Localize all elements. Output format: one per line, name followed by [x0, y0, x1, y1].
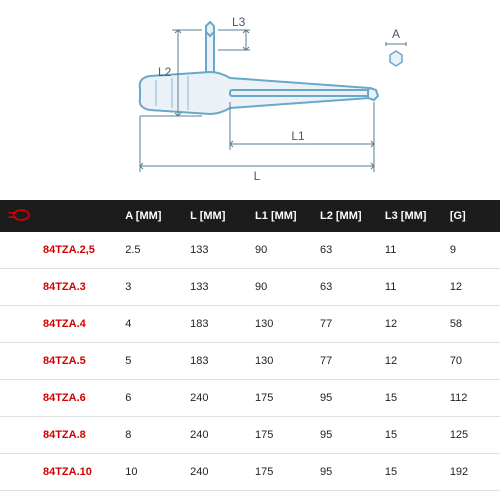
cell-L1: 130: [251, 306, 316, 343]
cell-L1: 175: [251, 380, 316, 417]
cell-G: 58: [446, 306, 500, 343]
row-spacer: [0, 269, 39, 306]
cell-L: 240: [186, 454, 251, 491]
table-row: 84TZA.44183130771258: [0, 306, 500, 343]
table-body: 84TZA.2,52.5133906311984TZA.331339063111…: [0, 232, 500, 491]
cell-L2: 63: [316, 269, 381, 306]
cell-G: 125: [446, 417, 500, 454]
cell-L1: 175: [251, 454, 316, 491]
table-header-row: A [MM] L [MM] L1 [MM] L2 [MM] L3 [MM] [G…: [0, 200, 500, 232]
header-logo: [0, 200, 39, 232]
cell-L1: 90: [251, 269, 316, 306]
cell-L3: 15: [381, 454, 446, 491]
cell-code: 84TZA.5: [39, 343, 121, 380]
table-row: 84TZA.662401759515112: [0, 380, 500, 417]
cell-L2: 77: [316, 306, 381, 343]
cell-A: 2.5: [121, 232, 186, 269]
cell-L3: 12: [381, 343, 446, 380]
cell-code: 84TZA.2,5: [39, 232, 121, 269]
cell-code: 84TZA.4: [39, 306, 121, 343]
table-row: 84TZA.55183130771270: [0, 343, 500, 380]
cell-G: 192: [446, 454, 500, 491]
cell-A: 5: [121, 343, 186, 380]
label-L3: L3: [232, 15, 246, 29]
header-G: [G]: [446, 200, 500, 232]
cell-L1: 175: [251, 417, 316, 454]
row-spacer: [0, 380, 39, 417]
cell-L3: 11: [381, 232, 446, 269]
cell-L: 133: [186, 269, 251, 306]
cell-code: 84TZA.3: [39, 269, 121, 306]
cell-A: 6: [121, 380, 186, 417]
cell-L: 183: [186, 306, 251, 343]
cell-G: 70: [446, 343, 500, 380]
header-code: [39, 200, 121, 232]
cell-code: 84TZA.8: [39, 417, 121, 454]
cell-A: 8: [121, 417, 186, 454]
row-spacer: [0, 343, 39, 380]
cell-L2: 95: [316, 380, 381, 417]
cell-A: 3: [121, 269, 186, 306]
cell-L3: 15: [381, 380, 446, 417]
cell-L1: 130: [251, 343, 316, 380]
diagram-svg: A: [60, 0, 440, 200]
cell-G: 112: [446, 380, 500, 417]
row-spacer: [0, 306, 39, 343]
cell-L2: 95: [316, 454, 381, 491]
row-spacer: [0, 232, 39, 269]
table-row: 84TZA.2,52.51339063119: [0, 232, 500, 269]
header-L3: L3 [MM]: [381, 200, 446, 232]
cell-G: 9: [446, 232, 500, 269]
cell-L: 183: [186, 343, 251, 380]
brand-icon: [8, 208, 30, 222]
cell-A: 10: [121, 454, 186, 491]
header-L2: L2 [MM]: [316, 200, 381, 232]
cell-L2: 77: [316, 343, 381, 380]
header-A: A [MM]: [121, 200, 186, 232]
spec-table: A [MM] L [MM] L1 [MM] L2 [MM] L3 [MM] [G…: [0, 200, 500, 491]
header-L: L [MM]: [186, 200, 251, 232]
cell-L3: 11: [381, 269, 446, 306]
table-row: 84TZA.882401759515125: [0, 417, 500, 454]
row-spacer: [0, 417, 39, 454]
cell-code: 84TZA.6: [39, 380, 121, 417]
label-L2: L2: [158, 65, 172, 79]
label-L: L: [254, 169, 261, 183]
cell-A: 4: [121, 306, 186, 343]
table-row: 84TZA.3313390631112: [0, 269, 500, 306]
cell-L: 133: [186, 232, 251, 269]
cell-L1: 90: [251, 232, 316, 269]
cell-L2: 63: [316, 232, 381, 269]
page: A: [0, 0, 500, 491]
cell-code: 84TZA.10: [39, 454, 121, 491]
header-L1: L1 [MM]: [251, 200, 316, 232]
cell-L2: 95: [316, 417, 381, 454]
cell-L: 240: [186, 417, 251, 454]
table-row: 84TZA.10102401759515192: [0, 454, 500, 491]
dimension-diagram: A: [0, 0, 500, 200]
cell-L3: 15: [381, 417, 446, 454]
cell-L3: 12: [381, 306, 446, 343]
cell-L: 240: [186, 380, 251, 417]
cell-G: 12: [446, 269, 500, 306]
label-A: A: [392, 27, 400, 41]
label-L1: L1: [291, 129, 305, 143]
row-spacer: [0, 454, 39, 491]
